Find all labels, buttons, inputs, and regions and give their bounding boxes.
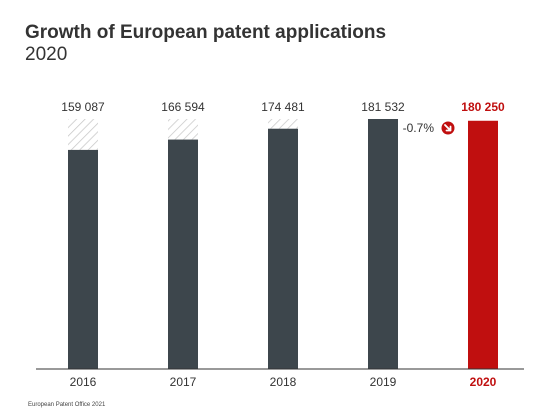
arrow-down-right-icon [442,122,455,135]
category-label-2016: 2016 [70,375,97,389]
value-label-2018: 174 481 [261,100,305,114]
bar-2020 [468,121,498,369]
category-label-2018: 2018 [270,375,297,389]
value-label-2020: 180 250 [461,100,505,114]
bar-gap-hatch [68,119,98,150]
bar-2016 [68,150,98,369]
bar-gap-hatch [268,119,298,129]
value-label-2019: 181 532 [361,100,405,114]
category-label-2020: 2020 [470,375,497,389]
change-label: -0.7% [403,121,435,135]
value-label-2016: 159 087 [61,100,105,114]
bar-2017 [168,140,198,369]
bar-2018 [268,129,298,369]
source-note: European Patent Office 2021 [28,402,105,408]
category-label-2019: 2019 [370,375,397,389]
value-label-2017: 166 594 [161,100,205,114]
bar-gap-hatch [168,119,198,140]
bar-2019 [368,119,398,369]
category-label-2017: 2017 [170,375,197,389]
